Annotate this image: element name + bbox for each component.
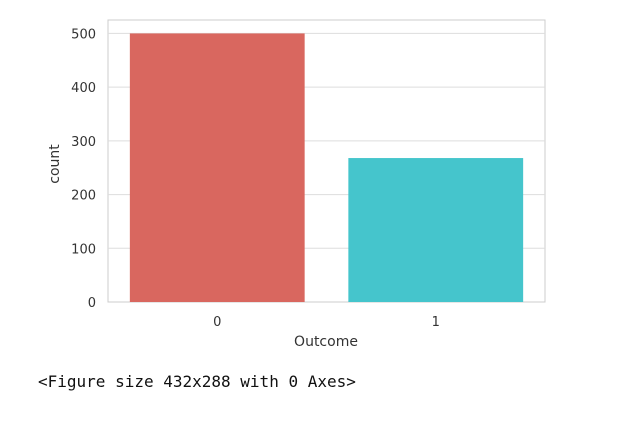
y-tick-label: 200 xyxy=(71,189,96,204)
bars xyxy=(129,33,524,303)
bar-0 xyxy=(129,33,305,303)
x-axis-label: Outcome xyxy=(294,334,358,350)
y-tick-label: 400 xyxy=(71,81,96,96)
y-tick-label: 300 xyxy=(71,135,96,150)
y-tick-label: 100 xyxy=(71,242,96,257)
y-axis-ticks: 0 100 200 300 400 500 xyxy=(71,27,96,311)
x-tick-label: 0 xyxy=(213,315,221,330)
y-tick-label: 500 xyxy=(71,27,96,42)
figure-size-note: <Figure size 432x288 with 0 Axes> xyxy=(38,372,356,391)
bar-1 xyxy=(348,158,524,302)
x-tick-label: 1 xyxy=(432,315,440,330)
y-tick-label: 0 xyxy=(88,296,96,311)
y-axis-label: count xyxy=(47,144,63,184)
